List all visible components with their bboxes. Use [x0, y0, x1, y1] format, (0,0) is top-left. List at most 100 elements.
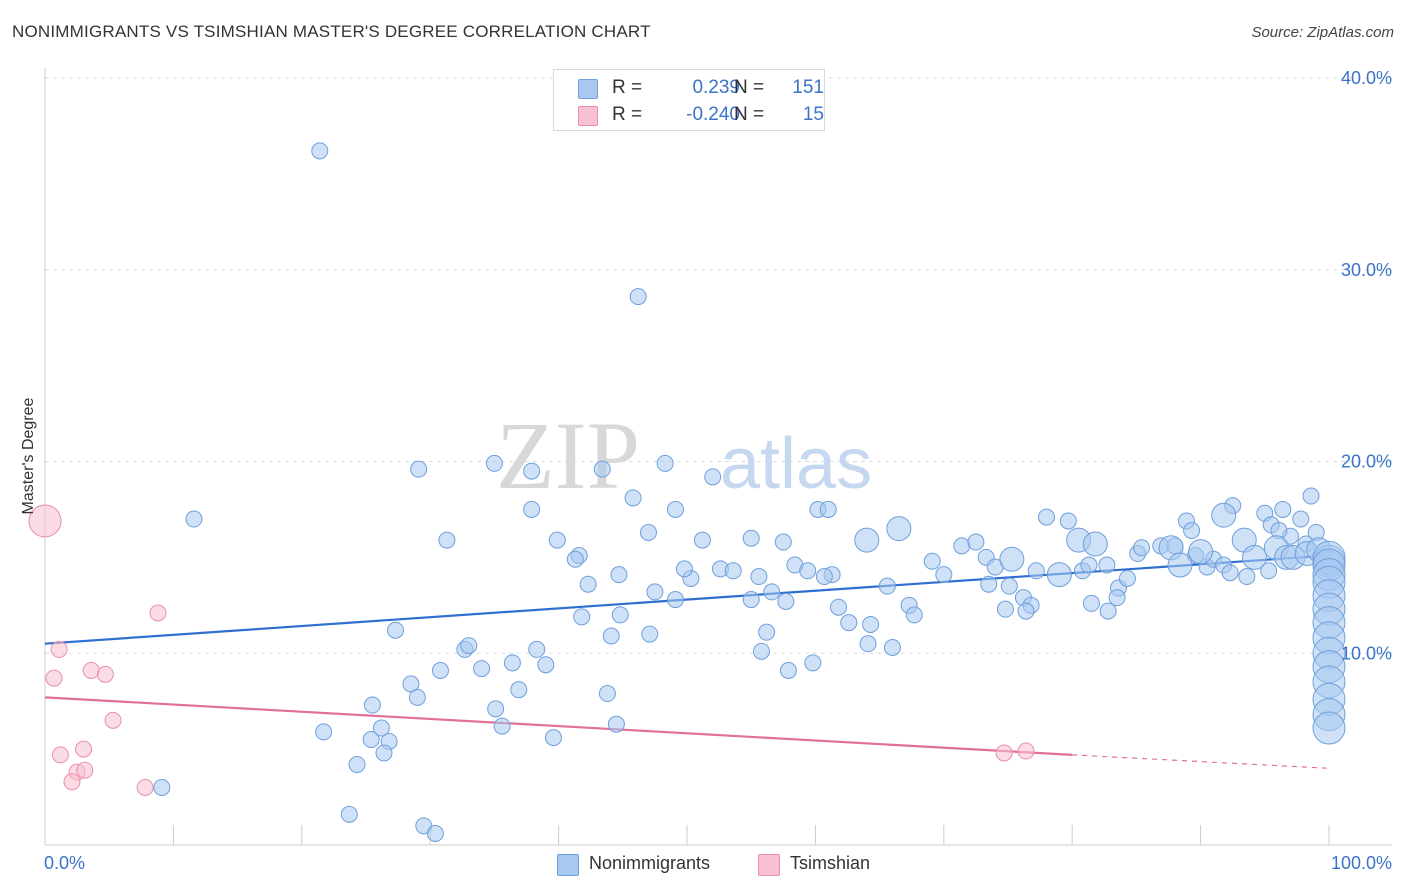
point-nonimmigrants — [804, 654, 822, 672]
point-nonimmigrants — [752, 642, 770, 660]
point-nonimmigrants — [854, 527, 880, 553]
point-nonimmigrants — [153, 778, 171, 796]
point-nonimmigrants — [485, 454, 503, 472]
point-nonimmigrants — [460, 637, 478, 655]
watermark: ZIP atlas — [496, 402, 872, 509]
legend-swatch-blue — [557, 854, 579, 876]
point-nonimmigrants — [1302, 487, 1320, 505]
point-nonimmigrants — [819, 500, 837, 518]
stats-legend: R = 0.239 N = 151 R = -0.240 N = 15 — [553, 69, 825, 131]
point-nonimmigrants — [593, 460, 611, 478]
point-nonimmigrants — [410, 460, 428, 478]
point-nonimmigrants — [656, 454, 674, 472]
point-tsimshian — [995, 744, 1013, 762]
point-nonimmigrants — [905, 606, 923, 624]
point-nonimmigrants — [840, 614, 858, 632]
y-axis-title: Master's Degree — [20, 397, 37, 514]
point-tsimshian — [45, 669, 63, 687]
point-nonimmigrants — [704, 468, 722, 486]
r-value: -0.240 — [686, 104, 740, 125]
point-nonimmigrants — [1038, 508, 1056, 526]
point-nonimmigrants — [528, 640, 546, 658]
point-nonimmigrants — [742, 529, 760, 547]
point-nonimmigrants — [629, 288, 647, 306]
point-nonimmigrants — [607, 715, 625, 733]
point-nonimmigrants — [1211, 502, 1237, 528]
point-nonimmigrants — [315, 723, 333, 741]
point-nonimmigrants — [363, 696, 381, 714]
point-nonimmigrants — [544, 729, 562, 747]
trend-lines — [44, 554, 1330, 769]
point-nonimmigrants — [1242, 544, 1268, 570]
point-nonimmigrants — [548, 531, 566, 549]
data-points — [28, 142, 1346, 842]
y-tick-label: 20.0% — [1341, 452, 1392, 472]
point-nonimmigrants — [1027, 562, 1045, 580]
point-nonimmigrants — [1017, 602, 1035, 620]
chart-title: NONIMMIGRANTS VS TSIMSHIAN MASTER'S DEGR… — [12, 22, 651, 41]
chart-source: Source: ZipAtlas.com — [1251, 24, 1394, 41]
point-nonimmigrants — [999, 546, 1025, 572]
point-nonimmigrants — [675, 560, 693, 578]
point-tsimshian — [28, 504, 62, 538]
point-tsimshian — [50, 640, 68, 658]
point-nonimmigrants — [774, 533, 792, 551]
point-nonimmigrants — [372, 719, 390, 737]
point-nonimmigrants — [1059, 512, 1077, 530]
point-tsimshian — [82, 662, 100, 680]
point-nonimmigrants — [566, 550, 584, 568]
point-tsimshian — [76, 761, 94, 779]
n-label: N = — [734, 104, 765, 125]
point-nonimmigrants — [1108, 589, 1126, 607]
point-nonimmigrants — [830, 598, 848, 616]
point-nonimmigrants — [799, 562, 817, 580]
point-nonimmigrants — [724, 562, 742, 580]
point-nonimmigrants — [375, 744, 393, 762]
point-nonimmigrants — [980, 575, 998, 593]
point-nonimmigrants — [311, 142, 329, 160]
point-nonimmigrants — [602, 627, 620, 645]
point-nonimmigrants — [996, 600, 1014, 618]
r-value: 0.239 — [692, 77, 740, 98]
point-nonimmigrants — [1183, 522, 1201, 540]
legend-label: Nonimmigrants — [589, 853, 711, 873]
point-nonimmigrants — [611, 606, 629, 624]
point-nonimmigrants — [1274, 500, 1292, 518]
point-nonimmigrants — [487, 700, 505, 718]
point-nonimmigrants — [935, 566, 953, 584]
point-nonimmigrants — [503, 654, 521, 672]
point-nonimmigrants — [1080, 556, 1098, 574]
point-nonimmigrants — [431, 662, 449, 680]
point-nonimmigrants — [573, 608, 591, 626]
point-nonimmigrants — [641, 625, 659, 643]
point-tsimshian — [63, 773, 81, 791]
point-nonimmigrants — [1098, 556, 1116, 574]
point-nonimmigrants — [763, 583, 781, 601]
x-tick-label: 100.0% — [1331, 853, 1392, 873]
axes — [44, 68, 1392, 846]
point-nonimmigrants — [348, 755, 366, 773]
grid-lines — [45, 77, 1392, 654]
point-nonimmigrants — [510, 681, 528, 699]
point-nonimmigrants — [1312, 711, 1346, 745]
point-nonimmigrants — [340, 805, 358, 823]
axis-labels: 10.0% 20.0% 30.0% 40.0% 0.0% 100.0% Master's D… — [20, 68, 1392, 873]
x-tick-label: 0.0% — [44, 853, 85, 873]
point-nonimmigrants — [777, 592, 795, 610]
point-tsimshian — [136, 778, 154, 796]
point-nonimmigrants — [610, 566, 628, 584]
point-nonimmigrants — [473, 660, 491, 678]
point-nonimmigrants — [185, 510, 203, 528]
point-nonimmigrants — [537, 656, 555, 674]
point-nonimmigrants — [1260, 562, 1278, 580]
point-nonimmigrants — [362, 731, 380, 749]
legend-swatch-blue — [578, 79, 598, 99]
point-tsimshian — [104, 711, 122, 729]
point-nonimmigrants — [779, 662, 797, 680]
point-nonimmigrants — [523, 462, 541, 480]
point-nonimmigrants — [408, 688, 426, 706]
point-nonimmigrants — [1167, 552, 1193, 578]
point-nonimmigrants — [624, 489, 642, 507]
point-nonimmigrants — [1188, 539, 1214, 565]
